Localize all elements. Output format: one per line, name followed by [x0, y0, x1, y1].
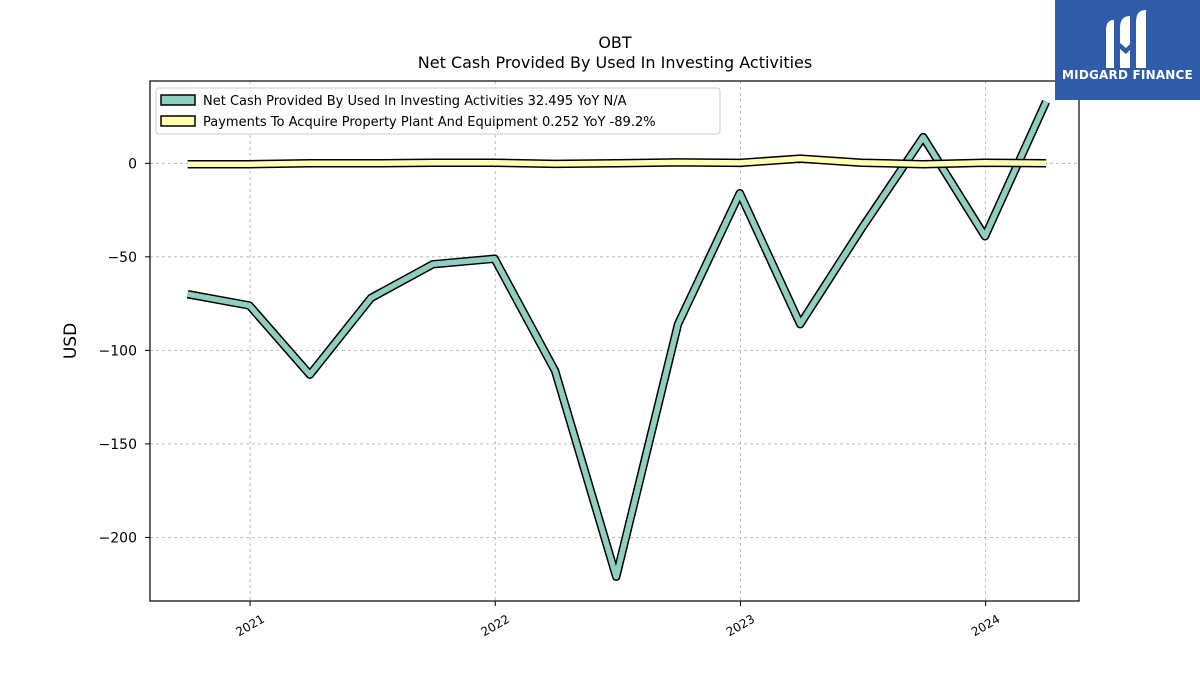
y-tick-label: −50 [107, 250, 137, 266]
midgard-m-icon [1106, 10, 1146, 68]
y-tick-label: 0 [128, 156, 137, 172]
plot-area [149, 80, 1080, 602]
series-layer [186, 99, 1050, 581]
x-tick-label: 2022 [479, 612, 512, 639]
y-axis-label: USD [61, 323, 81, 359]
grid [150, 81, 1079, 601]
brand-logo: MIDGARD FINANCE [1055, 0, 1200, 100]
x-tick-label: 2023 [724, 612, 757, 639]
legend: Net Cash Provided By Used In Investing A… [155, 87, 721, 135]
series-line-outline [186, 99, 1050, 581]
series-line-1 [187, 100, 1049, 580]
y-tick-label: −150 [99, 437, 137, 453]
brand-name: MIDGARD FINANCE [1062, 68, 1193, 82]
chart-subtitle: Net Cash Provided By Used In Investing A… [418, 53, 812, 72]
legend-swatch [160, 94, 196, 106]
legend-label: Net Cash Provided By Used In Investing A… [203, 94, 627, 109]
chart-title: OBT [598, 33, 632, 52]
axes: 0 −50 −100 −150 −200 2021 2022 2023 2024 [99, 156, 1003, 639]
legend-box [155, 87, 721, 135]
legend-swatch [160, 115, 196, 127]
series-line-2 [187, 155, 1047, 167]
x-tick-label: 2021 [233, 612, 266, 639]
x-tick-label: 2024 [969, 612, 1002, 639]
y-tick-label: −200 [99, 530, 137, 546]
y-tick-label: −100 [99, 343, 137, 359]
legend-label: Payments To Acquire Property Plant And E… [203, 115, 656, 130]
